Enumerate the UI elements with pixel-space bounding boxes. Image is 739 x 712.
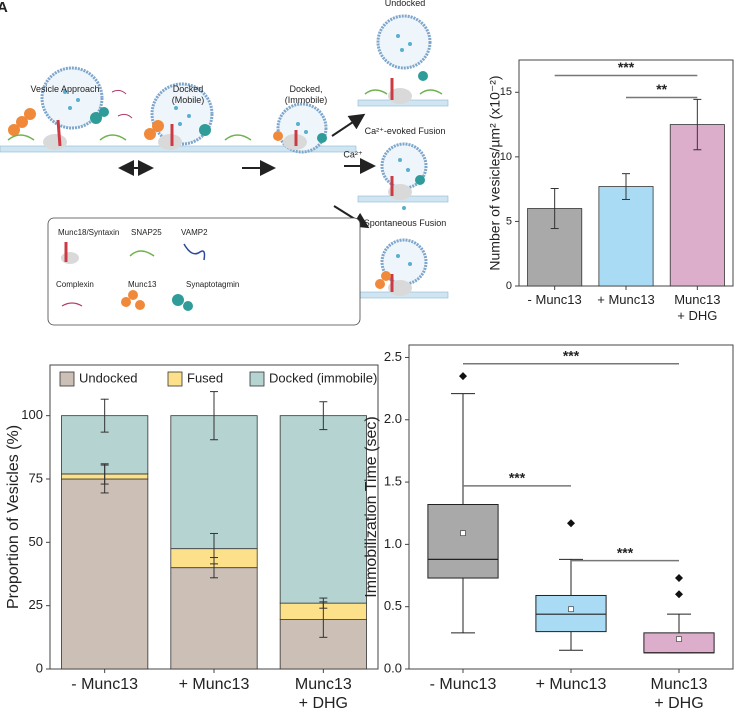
significance-label: *** (563, 347, 580, 363)
diagram-art (0, 14, 449, 326)
x-tick-label: - Munc13 (71, 676, 139, 693)
outlier (675, 590, 683, 599)
outlier (675, 574, 683, 583)
y-tick-label: 15 (500, 86, 512, 98)
legend-swatch (249, 371, 265, 387)
significance-label: *** (617, 544, 634, 560)
bar (669, 124, 725, 287)
x-tick-label: Munc13 + DHG (294, 676, 352, 712)
box (643, 632, 715, 654)
legend-label: Docked (immobile) (269, 370, 377, 385)
legend-swatch (59, 371, 75, 387)
mean-marker (460, 530, 466, 537)
mean-marker (676, 636, 682, 642)
x-tick-label: + Munc13 (535, 676, 607, 693)
bar (598, 186, 654, 287)
outcome-label: Spontaneous Fusion (363, 218, 447, 228)
bar-segment (279, 415, 367, 604)
stage-label: Docked, (Immobile) (284, 84, 328, 105)
panel-label: A (0, 0, 8, 16)
legend-label: Munc18/Syntaxin (58, 228, 119, 237)
x-tick-label: Munc13 + DHG (650, 676, 708, 712)
stage-label: Docked (Mobile) (171, 84, 205, 105)
significance-label: *** (509, 470, 526, 486)
legend-label: Undocked (79, 370, 138, 385)
legend-label: Synaptotagmin (186, 280, 239, 289)
box (535, 594, 607, 633)
outlier (567, 519, 575, 528)
y-tick-label: 0 (36, 660, 43, 675)
stage-label: Vesicle Approach (30, 84, 100, 94)
y-axis-label: Immobilization Time (sec) (363, 416, 380, 597)
legend-swatch (167, 371, 183, 387)
y-tick-label: 25 (29, 597, 43, 612)
y-tick-label: 100 (21, 407, 43, 422)
x-tick-label: + Munc13 (178, 676, 250, 693)
x-tick-label: + Munc13 (597, 292, 655, 307)
y-tick-label: 0.0 (384, 660, 402, 675)
y-tick-label: 2.5 (384, 349, 402, 364)
y-tick-label: 50 (29, 534, 43, 549)
significance-label: *** (618, 59, 635, 75)
y-tick-label: 0 (506, 280, 512, 292)
y-tick-label: 1.5 (384, 474, 402, 489)
bar-segment (170, 567, 258, 670)
y-tick-label: 75 (29, 470, 43, 485)
outcome-label: Undocked (384, 0, 426, 8)
bar (527, 208, 583, 287)
y-tick-label: 0.5 (384, 598, 402, 613)
significance-label: ** (656, 81, 667, 97)
legend-label: VAMP2 (181, 228, 208, 237)
mean-marker (568, 606, 574, 613)
bar-segment (61, 478, 149, 670)
legend-label: Munc13 (128, 280, 157, 289)
y-tick-label: 2.0 (384, 411, 402, 426)
x-tick-label: - Munc13 (527, 292, 582, 307)
y-axis-label: Proportion of Vesicles (%) (5, 425, 22, 609)
box (427, 504, 499, 579)
y-axis-label: Number of vesicles/µm² (x10⁻²) (487, 75, 503, 270)
outcome-label: Ca²⁺-evoked Fusion (364, 126, 446, 136)
legend-label: Complexin (56, 280, 94, 289)
calcium-label: Ca²⁺ (343, 149, 363, 159)
x-tick-label: - Munc13 (429, 676, 497, 693)
legend-label: Fused (187, 370, 223, 385)
legend-label: SNAP25 (131, 228, 162, 237)
x-tick-label: Munc13 + DHG (674, 292, 721, 323)
y-tick-label: 10 (500, 151, 512, 163)
y-tick-label: 5 (506, 215, 512, 227)
outlier (459, 372, 467, 381)
y-tick-label: 1.0 (384, 536, 402, 551)
